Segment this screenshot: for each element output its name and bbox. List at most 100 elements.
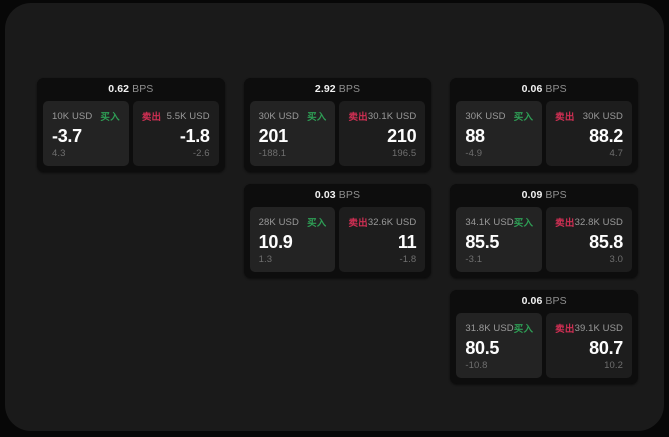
quote-column: 2.92 BPS 30K USD 买入 201 -188.1 卖出 30.1K USD 210 1… xyxy=(243,78,432,278)
card-sides: 30K USD 买入 88 -4.9 卖出 30K USD 88.2 4.7 xyxy=(450,101,638,166)
buy-side-panel[interactable]: 31.8K USD 买入 80.5 -10.8 xyxy=(456,313,543,378)
sell-delta: -1.8 xyxy=(399,254,417,265)
quote-card[interactable]: 0.09 BPS 34.1K USD 买入 85.5 -3.1 卖出 32.8K USD 85.… xyxy=(450,184,638,278)
quote-card[interactable]: 0.62 BPS 10K USD 买入 -3.7 4.3 卖出 5.5K USD -1.8 -2.… xyxy=(37,78,225,172)
buy-delta: -4.9 xyxy=(465,148,483,159)
buy-side-panel[interactable]: 30K USD 买入 201 -188.1 xyxy=(249,101,336,166)
bps-value: 0.06 xyxy=(521,83,543,95)
card-bps-header: 0.09 BPS xyxy=(450,184,638,207)
card-sides: 28K USD 买入 10.9 1.3 卖出 32.6K USD 11 -1.8 xyxy=(244,207,432,272)
buy-delta: 4.3 xyxy=(52,148,66,159)
quote-card[interactable]: 0.03 BPS 28K USD 买入 10.9 1.3 卖出 32.6K USD 11 -1.8 xyxy=(243,184,432,278)
side-top-row: 31.8K USD 买入 xyxy=(465,321,534,336)
sell-delta: 4.7 xyxy=(609,148,623,159)
buy-action-label[interactable]: 买入 xyxy=(100,112,120,123)
buy-size-label: 10K USD xyxy=(52,110,93,122)
buy-side-panel[interactable]: 34.1K USD 买入 85.5 -3.1 xyxy=(456,207,543,272)
card-sides: 30K USD 买入 201 -188.1 卖出 30.1K USD 210 196.5 xyxy=(244,101,432,166)
side-top-row: 30K USD 买入 xyxy=(465,109,534,124)
sell-size-label: 32.6K USD xyxy=(367,216,417,228)
sell-size-label: 30K USD xyxy=(582,110,623,122)
card-bps-header: 0.62 BPS xyxy=(37,78,225,101)
sell-action-label[interactable]: 卖出 xyxy=(555,324,575,335)
sell-price: 88.2 xyxy=(589,126,623,146)
buy-delta: -188.1 xyxy=(258,148,287,159)
sell-size-label: 5.5K USD xyxy=(166,110,210,122)
sell-price: 11 xyxy=(397,232,417,252)
side-top-row: 卖出 39.1K USD xyxy=(555,321,623,336)
buy-action-label[interactable]: 买入 xyxy=(513,112,534,123)
buy-side-panel[interactable]: 30K USD 买入 88 -4.9 xyxy=(456,101,543,166)
buy-size-label: 28K USD xyxy=(258,216,299,228)
side-top-row: 卖出 30.1K USD xyxy=(348,109,417,124)
sell-price: 85.8 xyxy=(589,232,623,252)
buy-price: 201 xyxy=(258,126,288,146)
sell-action-label[interactable]: 卖出 xyxy=(555,218,575,229)
sell-action-label[interactable]: 卖出 xyxy=(348,112,368,123)
sell-side-panel[interactable]: 卖出 5.5K USD -1.8 -2.6 xyxy=(132,101,219,166)
bps-value: 2.92 xyxy=(314,83,336,95)
sell-side-panel[interactable]: 卖出 30K USD 88.2 4.7 xyxy=(546,101,632,166)
sell-delta: 3.0 xyxy=(609,254,623,265)
card-bps-header: 0.06 BPS xyxy=(450,78,638,101)
buy-delta: -3.1 xyxy=(465,254,483,265)
buy-delta: 1.3 xyxy=(258,254,273,265)
side-top-row: 28K USD 买入 xyxy=(258,215,327,230)
bps-value: 0.06 xyxy=(521,295,543,307)
buy-price: 85.5 xyxy=(465,232,500,252)
app-root: 0.62 BPS 10K USD 买入 -3.7 4.3 卖出 5.5K USD -1.8 -2.… xyxy=(5,3,664,431)
card-sides: 34.1K USD 买入 85.5 -3.1 卖出 32.8K USD 85.8 3.0 xyxy=(450,207,638,272)
sell-size-label: 30.1K USD xyxy=(367,110,417,122)
sell-side-panel[interactable]: 卖出 32.8K USD 85.8 3.0 xyxy=(546,207,632,272)
buy-size-label: 30K USD xyxy=(258,110,299,122)
bps-unit-label: BPS xyxy=(545,83,567,95)
sell-price: 80.7 xyxy=(589,338,623,358)
buy-side-panel[interactable]: 10K USD 买入 -3.7 4.3 xyxy=(43,101,129,166)
sell-size-label: 32.8K USD xyxy=(574,216,623,228)
side-top-row: 卖出 32.6K USD xyxy=(348,215,417,230)
sell-action-label[interactable]: 卖出 xyxy=(348,218,368,229)
sell-action-label[interactable]: 卖出 xyxy=(141,112,162,123)
card-sides: 31.8K USD 买入 80.5 -10.8 卖出 39.1K USD 80.7 10.2 xyxy=(450,313,638,378)
side-top-row: 34.1K USD 买入 xyxy=(465,215,534,230)
buy-size-label: 30K USD xyxy=(465,110,506,122)
bps-value: 0.09 xyxy=(521,189,543,201)
sell-delta: -2.6 xyxy=(192,148,210,159)
side-top-row: 卖出 5.5K USD xyxy=(141,109,210,124)
buy-price: 80.5 xyxy=(465,338,500,358)
sell-side-panel[interactable]: 卖出 32.6K USD 11 -1.8 xyxy=(339,207,426,272)
bps-value: 0.03 xyxy=(314,189,336,201)
buy-action-label[interactable]: 买入 xyxy=(307,218,327,229)
sell-delta: 10.2 xyxy=(604,360,623,371)
quote-column: 0.06 BPS 30K USD 买入 88 -4.9 卖出 30K USD 88.2 4.7 0.… xyxy=(450,78,638,384)
sell-action-label[interactable]: 卖出 xyxy=(555,112,575,123)
quote-card[interactable]: 2.92 BPS 30K USD 买入 201 -188.1 卖出 30.1K USD 210 1… xyxy=(243,78,432,172)
buy-delta: -10.8 xyxy=(465,360,488,371)
sell-side-panel[interactable]: 卖出 30.1K USD 210 196.5 xyxy=(339,101,426,166)
card-bps-header: 0.03 BPS xyxy=(243,184,432,207)
side-top-row: 卖出 30K USD xyxy=(555,109,623,124)
side-top-row: 卖出 32.8K USD xyxy=(555,215,623,230)
sell-side-panel[interactable]: 卖出 39.1K USD 80.7 10.2 xyxy=(546,313,632,378)
buy-side-panel[interactable]: 28K USD 买入 10.9 1.3 xyxy=(249,207,336,272)
sell-size-label: 39.1K USD xyxy=(574,322,623,334)
bps-value: 0.62 xyxy=(108,83,130,95)
quote-card[interactable]: 0.06 BPS 31.8K USD 买入 80.5 -10.8 卖出 39.1K USD 80… xyxy=(450,290,638,384)
buy-price: 10.9 xyxy=(258,232,293,252)
card-sides: 10K USD 买入 -3.7 4.3 卖出 5.5K USD -1.8 -2.6 xyxy=(37,101,225,166)
sell-price: 210 xyxy=(387,126,417,146)
buy-size-label: 34.1K USD xyxy=(465,216,514,228)
buy-action-label[interactable]: 买入 xyxy=(307,112,327,123)
quote-card[interactable]: 0.06 BPS 30K USD 买入 88 -4.9 卖出 30K USD 88.2 4.7 xyxy=(450,78,638,172)
buy-action-label[interactable]: 买入 xyxy=(513,324,534,335)
buy-size-label: 31.8K USD xyxy=(465,322,514,334)
bps-unit-label: BPS xyxy=(545,189,567,201)
card-bps-header: 2.92 BPS xyxy=(243,78,432,101)
buy-price: -3.7 xyxy=(52,126,82,146)
buy-action-label[interactable]: 买入 xyxy=(513,218,534,229)
quote-board: 0.62 BPS 10K USD 买入 -3.7 4.3 卖出 5.5K USD -1.8 -2.… xyxy=(37,78,638,384)
card-bps-header: 0.06 BPS xyxy=(450,290,638,313)
bps-unit-label: BPS xyxy=(338,189,361,201)
side-top-row: 10K USD 买入 xyxy=(52,109,120,124)
buy-price: 88 xyxy=(465,126,485,146)
